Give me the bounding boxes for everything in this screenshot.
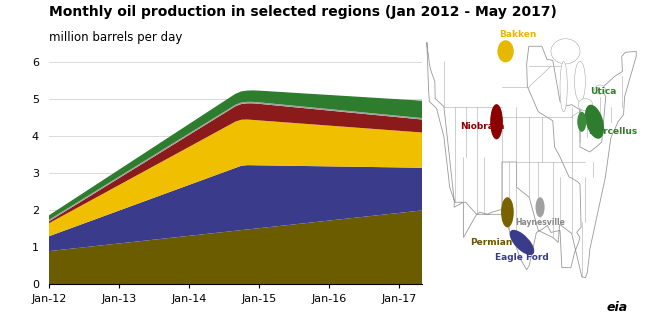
Text: Bakken: Bakken — [500, 30, 537, 39]
Text: Permian: Permian — [470, 238, 512, 247]
Ellipse shape — [577, 112, 586, 132]
Text: Utica: Utica — [590, 87, 617, 96]
Polygon shape — [427, 42, 636, 278]
Ellipse shape — [510, 230, 534, 255]
Ellipse shape — [575, 61, 586, 102]
Ellipse shape — [490, 104, 503, 139]
Ellipse shape — [551, 39, 580, 64]
Text: million barrels per day: million barrels per day — [49, 31, 182, 44]
Text: Haynesville: Haynesville — [515, 218, 565, 227]
Ellipse shape — [585, 105, 604, 139]
Text: Eagle Ford: Eagle Ford — [495, 253, 549, 262]
Text: Niobrara: Niobrara — [460, 122, 504, 131]
Ellipse shape — [536, 197, 545, 217]
Text: Monthly oil production in selected regions (Jan 2012 - May 2017): Monthly oil production in selected regio… — [49, 5, 556, 19]
Ellipse shape — [497, 40, 514, 62]
Ellipse shape — [560, 61, 567, 112]
Text: eia: eia — [606, 301, 627, 314]
Ellipse shape — [501, 197, 514, 227]
Text: Marcellus: Marcellus — [588, 127, 637, 136]
Ellipse shape — [595, 85, 605, 94]
Ellipse shape — [578, 99, 593, 111]
